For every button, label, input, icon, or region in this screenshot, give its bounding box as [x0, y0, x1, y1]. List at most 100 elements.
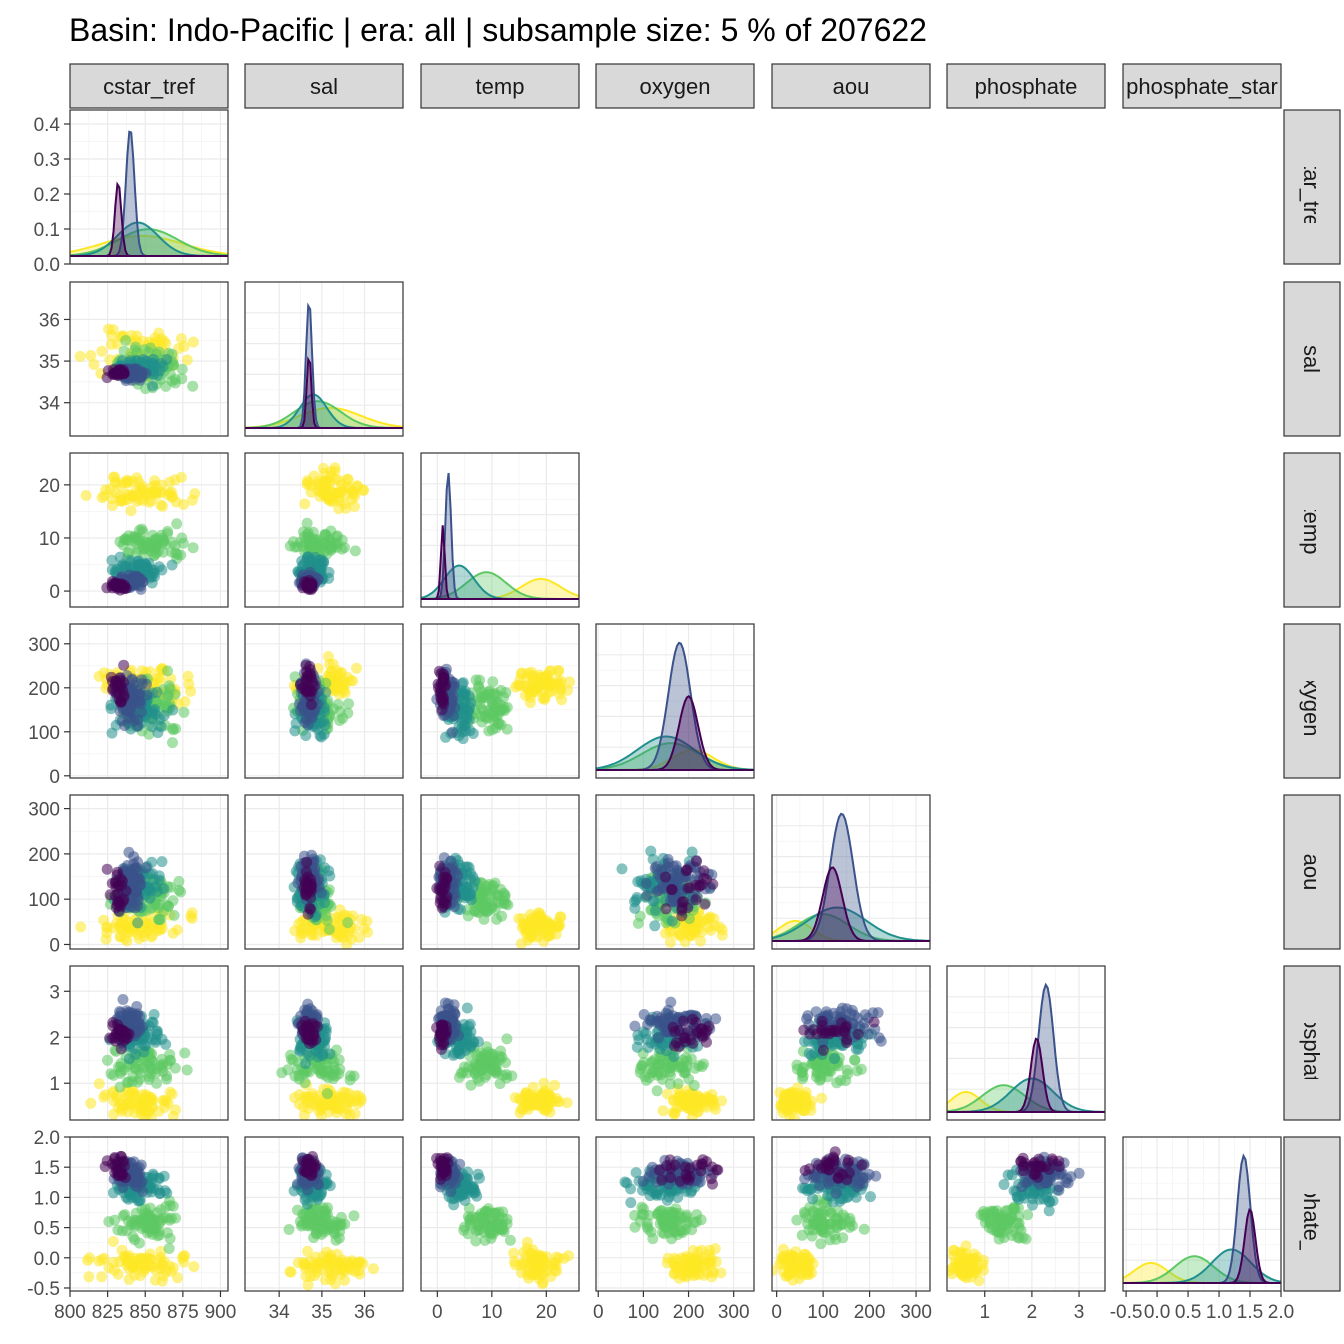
- data-point: [342, 671, 354, 683]
- data-point: [710, 1013, 722, 1025]
- data-point: [140, 678, 152, 690]
- data-point: [312, 542, 324, 554]
- data-point: [148, 360, 160, 371]
- data-point: [109, 476, 121, 488]
- data-point: [302, 477, 314, 488]
- data-point: [473, 1075, 485, 1087]
- data-point: [344, 1070, 356, 1082]
- data-point: [157, 1095, 169, 1107]
- data-point: [358, 484, 369, 496]
- data-point: [645, 845, 657, 857]
- data-point: [873, 1032, 885, 1044]
- data-point: [122, 1007, 134, 1019]
- data-point: [166, 559, 178, 571]
- panel-cstar_tref-cstar_tref: [69, 109, 229, 265]
- data-point: [306, 929, 318, 941]
- data-point: [100, 484, 112, 496]
- data-point: [699, 898, 711, 910]
- panel-border: [69, 281, 229, 437]
- data-point: [690, 894, 702, 906]
- panel-aou-oxygen: [595, 794, 755, 950]
- data-point: [75, 921, 87, 933]
- data-point: [293, 918, 305, 930]
- data-point: [434, 860, 446, 872]
- data-point: [665, 936, 676, 948]
- data-point: [482, 905, 494, 917]
- data-point: [533, 924, 545, 936]
- density-curve: [70, 234, 228, 257]
- data-point: [342, 917, 354, 929]
- data-point: [112, 896, 124, 908]
- data-point: [829, 1053, 840, 1065]
- data-point: [121, 1077, 133, 1088]
- data-point: [123, 1274, 135, 1285]
- data-point: [107, 500, 119, 512]
- data-point: [121, 1032, 133, 1044]
- data-point: [133, 933, 145, 945]
- data-point: [110, 877, 122, 889]
- panel-phosphate-temp: [420, 965, 580, 1121]
- data-point: [482, 1058, 494, 1070]
- data-point: [136, 1037, 148, 1049]
- data-point: [306, 712, 318, 724]
- panel-border: [595, 965, 755, 1121]
- data-point: [462, 910, 474, 922]
- data-point: [797, 1070, 809, 1082]
- data-point: [665, 1069, 676, 1081]
- data-point: [134, 494, 146, 505]
- data-point: [343, 698, 354, 710]
- data-point: [106, 330, 118, 342]
- data-point: [300, 1058, 312, 1069]
- data-point: [852, 1012, 864, 1024]
- data-point: [695, 915, 707, 927]
- data-point: [525, 1093, 537, 1105]
- panel-grid: [69, 109, 1282, 1292]
- data-point: [476, 891, 488, 903]
- data-point: [114, 681, 126, 693]
- data-point: [136, 560, 148, 572]
- data-point: [514, 674, 526, 685]
- data-point: [485, 1048, 497, 1060]
- data-point: [640, 1028, 652, 1039]
- data-point: [183, 678, 195, 690]
- data-point: [287, 1054, 299, 1066]
- data-point: [128, 858, 140, 870]
- data-point: [655, 1015, 667, 1027]
- data-point: [173, 876, 185, 887]
- panel-sal-sal: [244, 281, 404, 437]
- data-point: [784, 1111, 796, 1120]
- data-point: [323, 923, 335, 935]
- data-point: [171, 518, 183, 530]
- data-point: [146, 1016, 158, 1028]
- data-point: [668, 1108, 680, 1120]
- data-point: [109, 487, 121, 499]
- data-point: [175, 471, 187, 483]
- data-point: [653, 1032, 664, 1044]
- data-point: [348, 487, 360, 499]
- panel-border: [595, 794, 755, 950]
- data-point: [332, 928, 344, 940]
- data-point: [340, 502, 352, 514]
- data-point: [467, 871, 479, 883]
- data-point: [662, 857, 674, 869]
- data-point: [698, 865, 710, 877]
- data-point: [179, 1047, 191, 1059]
- data-point: [295, 1041, 307, 1053]
- panel-aou-sal: [244, 794, 404, 950]
- data-point: [677, 1015, 689, 1027]
- panel-oxygen-oxygen: [595, 623, 755, 779]
- data-point: [167, 927, 179, 939]
- data-point: [485, 890, 497, 902]
- data-point: [698, 1058, 710, 1070]
- data-point: [319, 528, 331, 540]
- data-point: [496, 1052, 508, 1063]
- data-point: [149, 475, 161, 487]
- data-point: [353, 932, 365, 944]
- data-point: [170, 496, 182, 508]
- data-point: [435, 881, 447, 893]
- data-point: [474, 674, 486, 686]
- data-point: [161, 1073, 173, 1085]
- data-point: [449, 892, 461, 904]
- data-point: [80, 490, 92, 501]
- data-point: [93, 670, 105, 682]
